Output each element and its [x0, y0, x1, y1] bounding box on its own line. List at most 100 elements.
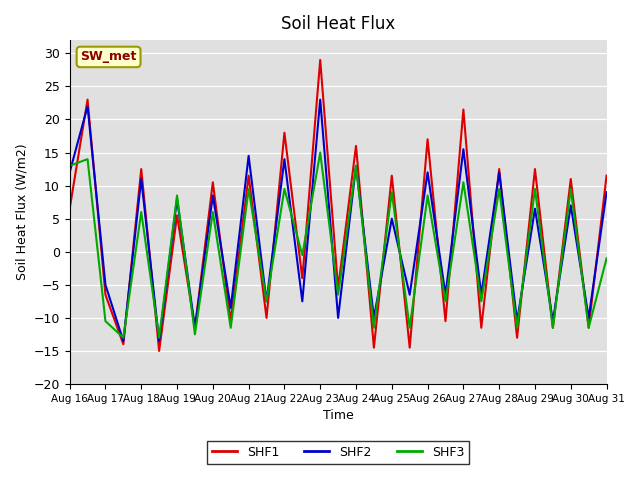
SHF1: [156, 348, 163, 354]
SHF1: [567, 176, 575, 182]
SHF3: [66, 163, 74, 168]
Line: SHF3: SHF3: [70, 153, 607, 338]
SHF2: [66, 169, 74, 175]
SHF1: [460, 107, 467, 112]
SHF1: [370, 345, 378, 350]
SHF1: [334, 285, 342, 291]
SHF2: [352, 163, 360, 168]
SHF3: [334, 292, 342, 298]
SHF3: [567, 186, 575, 192]
SHF1: [138, 166, 145, 172]
SHF2: [138, 176, 145, 182]
SHF2: [262, 299, 270, 304]
SHF3: [388, 189, 396, 195]
SHF2: [102, 282, 109, 288]
SHF2: [280, 156, 288, 162]
SHF2: [531, 206, 539, 212]
SHF1: [424, 136, 431, 142]
SHF3: [156, 335, 163, 341]
SHF1: [227, 318, 235, 324]
SHF1: [84, 97, 92, 103]
Line: SHF2: SHF2: [70, 100, 607, 341]
SHF3: [316, 150, 324, 156]
SHF2: [209, 192, 217, 198]
SHF2: [406, 292, 413, 298]
SHF1: [352, 143, 360, 149]
SHF2: [603, 189, 611, 195]
SHF2: [513, 318, 521, 324]
SHF1: [191, 325, 199, 331]
SHF3: [244, 186, 252, 192]
SHF1: [173, 213, 181, 218]
Line: SHF1: SHF1: [70, 60, 607, 351]
SHF3: [352, 163, 360, 168]
Legend: SHF1, SHF2, SHF3: SHF1, SHF2, SHF3: [207, 441, 469, 464]
Y-axis label: Soil Heat Flux (W/m2): Soil Heat Flux (W/m2): [15, 144, 28, 280]
SHF2: [585, 315, 593, 321]
SHF3: [585, 325, 593, 331]
SHF2: [173, 196, 181, 202]
SHF1: [603, 173, 611, 179]
SHF3: [227, 325, 235, 331]
SHF2: [477, 292, 485, 298]
SHF3: [84, 156, 92, 162]
SHF3: [280, 186, 288, 192]
SHF2: [549, 318, 557, 324]
SHF2: [495, 169, 503, 175]
SHF2: [460, 146, 467, 152]
SHF2: [244, 153, 252, 159]
SHF1: [513, 335, 521, 341]
SHF2: [316, 97, 324, 103]
SHF1: [388, 173, 396, 179]
SHF2: [156, 338, 163, 344]
SHF2: [370, 315, 378, 321]
SHF1: [406, 345, 413, 350]
X-axis label: Time: Time: [323, 409, 353, 422]
SHF1: [316, 57, 324, 63]
SHF3: [262, 299, 270, 304]
SHF3: [495, 186, 503, 192]
SHF1: [66, 206, 74, 212]
SHF1: [209, 180, 217, 185]
SHF3: [191, 332, 199, 337]
SHF1: [495, 166, 503, 172]
SHF1: [280, 130, 288, 135]
SHF1: [298, 276, 306, 281]
SHF3: [298, 252, 306, 258]
SHF3: [370, 325, 378, 331]
SHF1: [442, 318, 449, 324]
SHF2: [84, 103, 92, 109]
SHF3: [209, 209, 217, 215]
SHF1: [262, 315, 270, 321]
SHF1: [531, 166, 539, 172]
SHF3: [173, 192, 181, 198]
SHF3: [406, 325, 413, 331]
SHF3: [120, 335, 127, 341]
SHF3: [531, 186, 539, 192]
SHF1: [244, 173, 252, 179]
SHF2: [298, 299, 306, 304]
SHF2: [424, 169, 431, 175]
SHF3: [102, 318, 109, 324]
SHF2: [120, 338, 127, 344]
SHF1: [120, 341, 127, 347]
SHF1: [549, 325, 557, 331]
SHF2: [567, 203, 575, 208]
SHF2: [334, 315, 342, 321]
SHF2: [442, 292, 449, 298]
SHF1: [102, 292, 109, 298]
Text: SW_met: SW_met: [81, 50, 137, 63]
SHF1: [585, 325, 593, 331]
Title: Soil Heat Flux: Soil Heat Flux: [281, 15, 396, 33]
SHF3: [442, 299, 449, 304]
SHF3: [460, 180, 467, 185]
SHF2: [227, 305, 235, 311]
SHF3: [513, 325, 521, 331]
SHF2: [388, 216, 396, 222]
SHF2: [191, 325, 199, 331]
SHF1: [477, 325, 485, 331]
SHF3: [138, 209, 145, 215]
SHF3: [549, 325, 557, 331]
SHF3: [424, 192, 431, 198]
SHF3: [477, 299, 485, 304]
